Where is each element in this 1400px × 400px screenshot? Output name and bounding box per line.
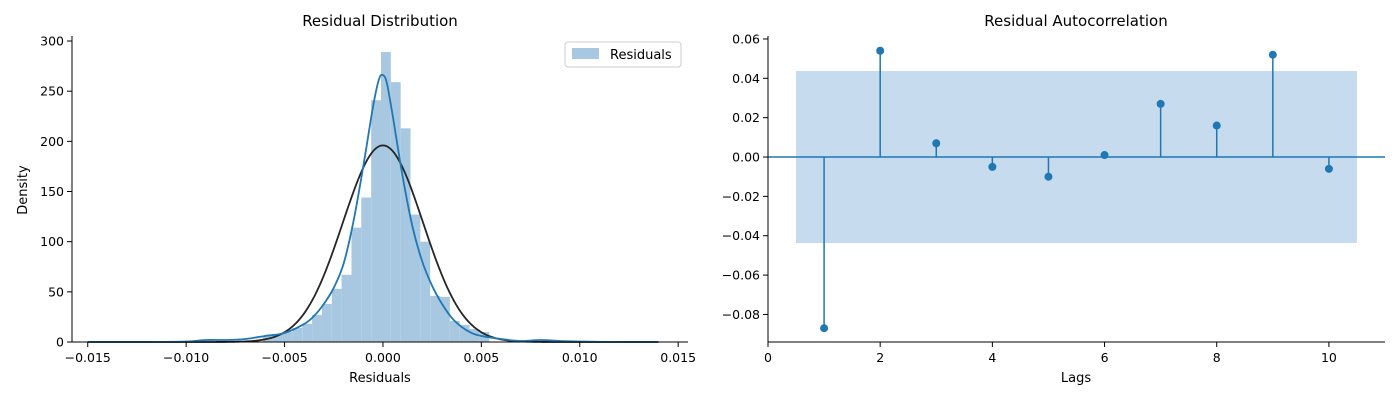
- residual-distribution-chart: Residual Distribution −0.015 −0.010 −0.005…: [16, 12, 696, 386]
- histogram-bar: [341, 274, 352, 342]
- legend-swatch: [572, 48, 599, 59]
- histogram-bars: [262, 52, 490, 342]
- histogram-bar: [302, 323, 313, 342]
- y-tick-label: 0.04: [732, 71, 760, 86]
- x-tick-label: 4: [988, 350, 996, 365]
- chart2-x-ticks: 0 2 4 6 8 10: [764, 342, 1337, 365]
- acf-point: [876, 46, 885, 55]
- y-tick-label: −0.04: [722, 228, 760, 243]
- x-tick-label: −0.015: [65, 350, 111, 365]
- x-tick-label: 0.015: [660, 350, 696, 365]
- acf-point: [1044, 172, 1053, 181]
- histogram-bar: [292, 327, 303, 342]
- y-tick-label: 150: [40, 184, 64, 199]
- y-tick-label: 0.00: [732, 150, 760, 165]
- acf-point: [1156, 99, 1165, 108]
- y-tick-label: 0: [56, 335, 64, 350]
- acf-point: [1212, 121, 1221, 130]
- x-tick-label: 10: [1321, 350, 1337, 365]
- x-tick-label: 0.010: [562, 350, 598, 365]
- chart1-x-ticks: −0.015 −0.010 −0.005 0.000 0.005 0.010 0.015: [65, 342, 696, 365]
- x-tick-label: 0: [764, 350, 772, 365]
- acf-stems: [820, 46, 1333, 333]
- y-tick-label: 0.06: [732, 31, 760, 46]
- chart2-x-axis-label: Lags: [1061, 371, 1091, 386]
- residual-autocorrelation-chart: Residual Autocorrelation 0 2 4 6 8 10 −0.08−0…: [722, 12, 1385, 386]
- y-tick-label: −0.02: [722, 189, 760, 204]
- histogram-bar: [380, 52, 391, 342]
- x-tick-label: −0.005: [261, 350, 307, 365]
- y-tick-label: 250: [40, 84, 64, 99]
- legend: Residuals: [564, 41, 682, 68]
- histogram-bar: [400, 128, 411, 342]
- histogram-bar: [390, 82, 401, 342]
- histogram-bar: [440, 296, 450, 342]
- kde-curve: [87, 73, 659, 343]
- y-tick-label: 100: [40, 234, 64, 249]
- histogram-bar: [449, 320, 460, 342]
- chart2-y-ticks: −0.08 −0.06 −0.04 −0.02 0.00 0.02 0.04 0.06: [722, 31, 768, 322]
- chart1-x-axis-label: Residuals: [349, 371, 411, 386]
- chart1-y-ticks: 0 50 100 150 200 250 300: [40, 34, 72, 350]
- histogram-bar: [371, 100, 381, 342]
- histogram-bar: [420, 241, 431, 342]
- histogram-bar: [312, 314, 322, 342]
- acf-point: [1100, 151, 1109, 160]
- x-tick-label: −0.010: [163, 350, 209, 365]
- x-tick-label: 2: [876, 350, 884, 365]
- histogram-bar: [410, 214, 421, 342]
- x-tick-label: 0.000: [365, 350, 401, 365]
- histogram-bar: [430, 295, 441, 342]
- y-tick-label: 50: [48, 284, 64, 299]
- x-tick-label: 8: [1213, 350, 1221, 365]
- histogram-bar: [331, 288, 342, 342]
- y-tick-label: −0.08: [722, 307, 760, 322]
- acf-point: [988, 162, 997, 171]
- acf-point: [1268, 50, 1277, 59]
- acf-point: [820, 324, 829, 333]
- y-tick-label: 300: [40, 34, 64, 49]
- chart2-title: Residual Autocorrelation: [984, 12, 1167, 30]
- histogram-bar: [282, 331, 293, 342]
- chart1-y-axis-label: Density: [16, 165, 31, 215]
- x-tick-label: 0.005: [463, 350, 499, 365]
- histogram-bar: [459, 324, 470, 342]
- legend-label: Residuals: [610, 48, 672, 63]
- acf-point: [932, 139, 941, 148]
- histogram-bar: [351, 227, 362, 342]
- chart1-title: Residual Distribution: [302, 12, 458, 30]
- x-tick-label: 6: [1101, 350, 1109, 365]
- histogram-bar: [469, 328, 480, 342]
- acf-point: [1324, 164, 1333, 173]
- y-tick-label: 0.02: [732, 110, 760, 125]
- histogram-bar: [272, 333, 283, 342]
- y-tick-label: −0.06: [722, 268, 760, 283]
- histogram-bar: [361, 197, 372, 342]
- histogram-bar: [321, 303, 332, 342]
- y-tick-label: 200: [40, 134, 64, 149]
